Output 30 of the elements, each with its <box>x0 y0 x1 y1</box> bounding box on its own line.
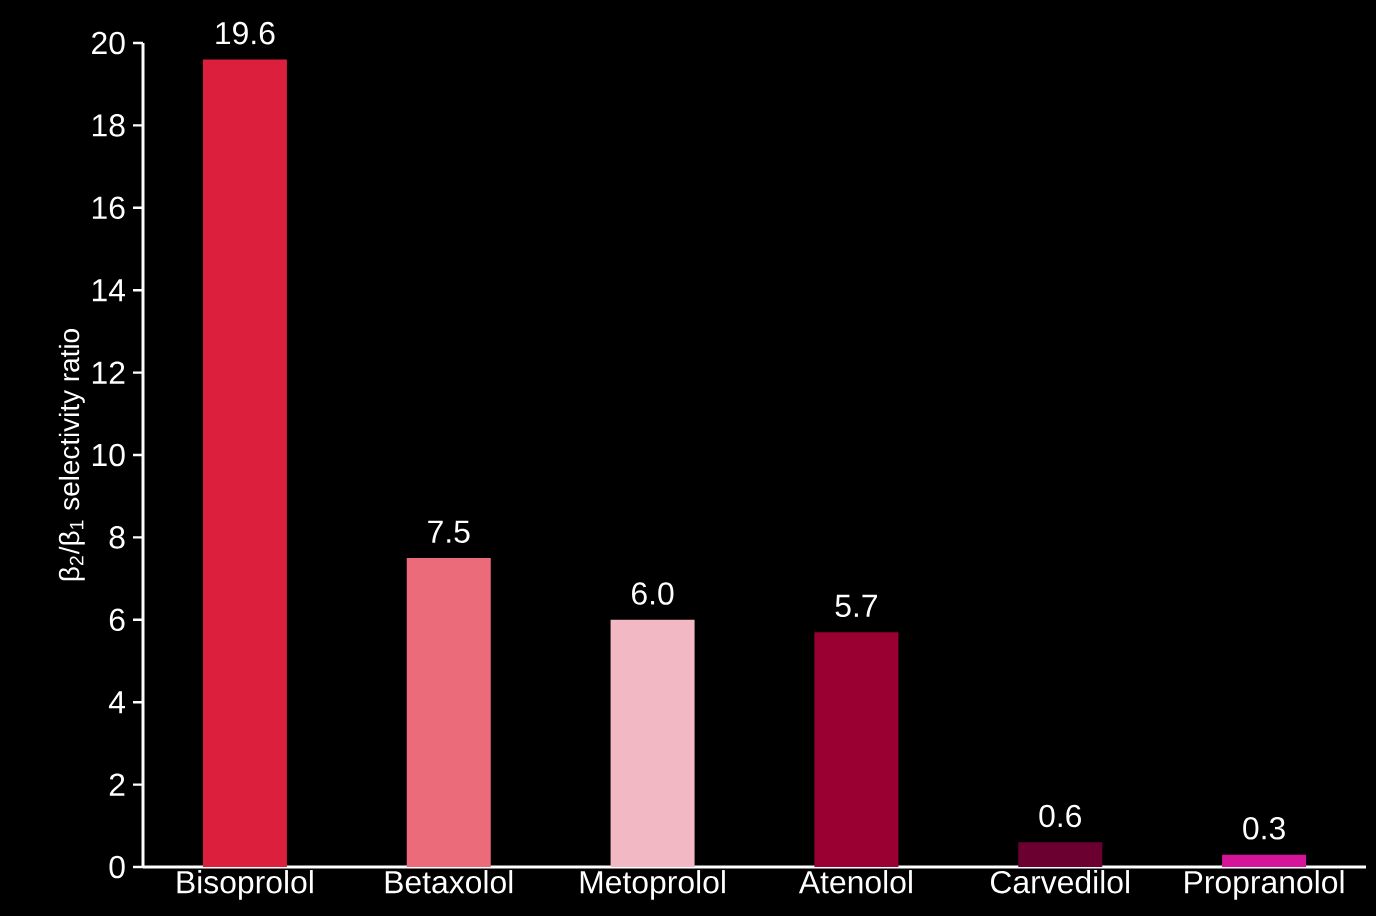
data-label: 0.3 <box>1243 817 1285 840</box>
bar <box>406 558 491 867</box>
y-tick-label: 20 <box>92 31 125 55</box>
y-tick-label: 14 <box>92 279 125 302</box>
y-tick-label: 18 <box>92 114 125 137</box>
x-tick-label: Betaxolol <box>385 870 513 894</box>
bar <box>814 632 899 867</box>
y-tick-label: 2 <box>109 773 125 796</box>
data-label: 5.7 <box>835 594 877 618</box>
bar <box>202 59 287 867</box>
y-tick-label: 12 <box>92 361 125 384</box>
y-tick-label: 8 <box>109 526 125 549</box>
x-tick-label: Bisoprolol <box>177 870 313 900</box>
y-tick-label: 6 <box>109 608 125 632</box>
y-tick-label: 0 <box>109 855 125 879</box>
y-tick-label: 4 <box>108 691 126 714</box>
bar <box>610 619 695 867</box>
bar <box>1222 854 1307 867</box>
x-tick-label: Metoprolol <box>580 870 725 900</box>
y-tick-label: 10 <box>92 443 125 467</box>
data-label: 7.5 <box>428 520 470 543</box>
data-label: 6.0 <box>632 582 674 605</box>
x-tick-label: Propranolol <box>1185 870 1344 900</box>
x-tick-label: Atenolol <box>798 870 912 894</box>
y-tick-label: 16 <box>92 196 125 220</box>
x-tick-label: Carvedilol <box>991 870 1129 894</box>
data-label: 0.6 <box>1039 804 1081 828</box>
y-axis-title: β$_{2}$/β$_{1}$ selectivity ratio <box>58 329 85 581</box>
data-label: 19.6 <box>216 21 275 45</box>
bar <box>1018 842 1103 867</box>
